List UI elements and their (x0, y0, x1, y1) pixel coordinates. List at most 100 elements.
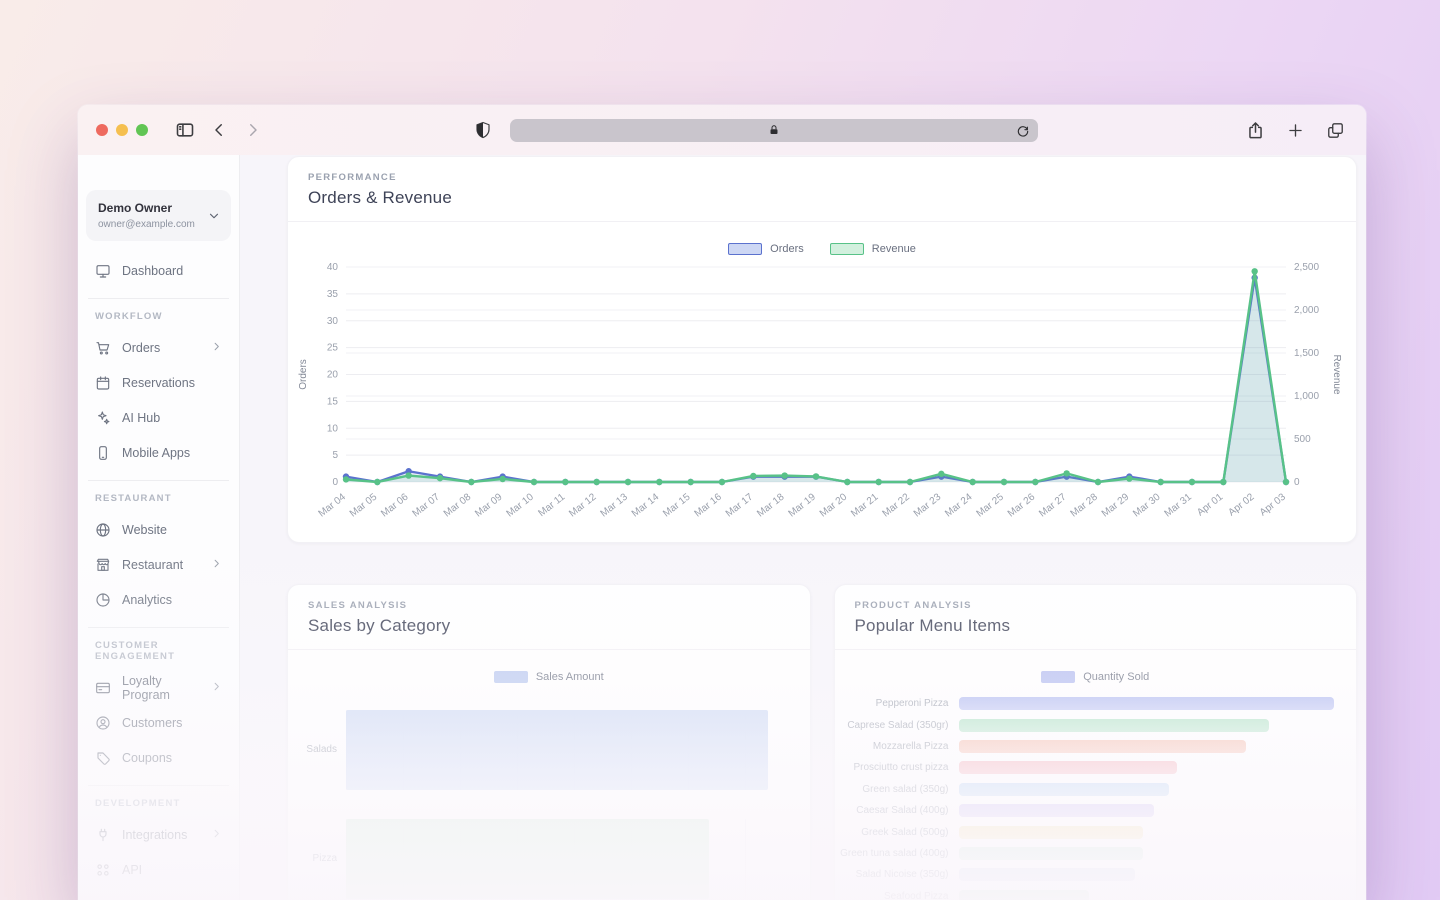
lock-icon (770, 125, 778, 134)
bar[interactable] (346, 818, 709, 899)
address-bar[interactable] (510, 118, 1038, 142)
svg-text:Mar 16: Mar 16 (693, 491, 725, 519)
svg-text:Apr 02: Apr 02 (1227, 491, 1257, 518)
sidebar-item-analytics[interactable]: Analytics (86, 582, 231, 617)
sales-card-header: SALES ANALYSIS Sales by Category (288, 585, 810, 650)
bar-category-label: Mozzarella Pizza (872, 740, 949, 752)
svg-text:Revenue: Revenue (1331, 354, 1342, 394)
bar-category-label: Seafood Pizza (884, 890, 949, 900)
orders-revenue-chart: 0 5 10 15 20 25 30 35 40 0 500 1,000 1,500 2,000 2,500… (298, 262, 1342, 520)
svg-text:Mar 31: Mar 31 (1163, 491, 1195, 519)
back-button[interactable] (206, 117, 232, 143)
bar-track (346, 709, 800, 790)
bar[interactable] (958, 889, 1089, 900)
user-circle-icon (96, 715, 110, 730)
grid-icon (97, 863, 109, 876)
legend-item[interactable]: Quantity Sold (1041, 671, 1149, 683)
monitor-icon (96, 264, 110, 278)
bar[interactable] (958, 868, 1135, 882)
card-eyebrow: PERFORMANCE (308, 172, 397, 183)
bar-row: Caesar Salad (400g) (835, 800, 1343, 821)
svg-text:Mar 10: Mar 10 (505, 491, 537, 519)
sidebar-item-restaurant[interactable]: Restaurant (86, 547, 231, 582)
svg-text:10: 10 (327, 423, 339, 434)
sidebar-divider (88, 627, 229, 628)
sidebar-item-ai-hub[interactable]: AI Hub (86, 400, 231, 435)
bar[interactable] (346, 709, 768, 790)
app-sidebar: Demo Owner owner@example.com Dashboard WO… (78, 155, 240, 900)
tab-overview-icon[interactable] (1322, 117, 1348, 143)
svg-text:15: 15 (327, 396, 339, 407)
tag-icon (97, 751, 110, 765)
svg-text:Mar 24: Mar 24 (943, 491, 975, 519)
svg-text:Mar 28: Mar 28 (1069, 491, 1101, 519)
sidebar-item-mobile-apps[interactable]: Mobile Apps (86, 435, 231, 470)
sidebar-item-label: Orders (122, 340, 161, 355)
minimize-window-button[interactable] (116, 124, 128, 136)
legend-item[interactable]: Sales Amount (493, 671, 604, 683)
line-chart-legend: Orders Revenue (288, 243, 1356, 255)
sidebar-item-label: Loyalty Program (122, 673, 170, 702)
reload-icon[interactable] (1014, 122, 1032, 140)
sidebar-item-orders[interactable]: Orders (86, 330, 231, 365)
forward-button[interactable] (240, 117, 266, 143)
sidebar-item-customers[interactable]: Customers (86, 705, 231, 740)
bar[interactable] (958, 697, 1335, 711)
svg-text:Mar 27: Mar 27 (1037, 491, 1069, 519)
legend-label: Quantity Sold (1083, 671, 1150, 683)
bar[interactable] (958, 782, 1170, 796)
bar[interactable] (958, 718, 1270, 732)
items-chart-legend: Quantity Sold (835, 671, 1357, 683)
svg-text:2,500: 2,500 (1294, 262, 1319, 273)
svg-text:Mar 12: Mar 12 (567, 491, 599, 519)
sidebar-item-loyalty-program[interactable]: Loyalty Program (86, 670, 231, 705)
svg-text:1,000: 1,000 (1294, 391, 1319, 402)
browser-toolbar (78, 105, 1366, 155)
bar[interactable] (958, 761, 1178, 775)
bar-category-label: Green salad (350g) (862, 783, 949, 795)
legend-swatch (1041, 671, 1076, 683)
sidebar-section-label: WORKFLOW (95, 311, 163, 322)
sidebar-section-label: DEVELOPMENT (95, 798, 181, 809)
sidebar-item-integrations[interactable]: Integrations (86, 817, 231, 852)
legend-swatch (829, 243, 864, 255)
sidebar-item-dashboard[interactable]: Dashboard (86, 253, 231, 288)
bar-row: Caprese Salad (350gr) (835, 714, 1343, 735)
svg-text:Mar 05: Mar 05 (348, 491, 380, 519)
zoom-window-button[interactable] (136, 124, 148, 136)
bar-category-label: Caprese Salad (350gr) (847, 719, 949, 731)
bar-category-label: Pizza (312, 853, 337, 864)
sidebar-item-label: Customers (122, 715, 183, 730)
bar-row: Mozzarella Pizza (835, 736, 1343, 757)
card-icon (96, 682, 110, 693)
legend-swatch (728, 243, 763, 255)
chevron-down-icon (207, 209, 221, 223)
sidebar-item-website[interactable]: Website (86, 512, 231, 547)
sidebar-item-reservations[interactable]: Reservations (86, 365, 231, 400)
bar-track (958, 782, 1343, 796)
svg-text:0: 0 (1294, 477, 1300, 488)
calendar-icon (96, 375, 110, 390)
legend-label: Orders (770, 243, 804, 255)
bar[interactable] (958, 846, 1143, 860)
account-switcher[interactable]: Demo Owner owner@example.com (86, 190, 231, 241)
svg-text:Mar 13: Mar 13 (599, 491, 631, 519)
new-tab-icon[interactable] (1282, 117, 1308, 143)
legend-item[interactable]: Orders (728, 243, 804, 255)
sidebar-item-coupons[interactable]: Coupons (86, 740, 231, 775)
orders-revenue-card: PERFORMANCE Orders & Revenue Orders Reven… (287, 156, 1357, 543)
privacy-shield-icon[interactable] (470, 117, 496, 143)
sidebar-item-api[interactable]: API (86, 852, 231, 887)
bar[interactable] (958, 825, 1143, 839)
bar-category-label: Pepperoni Pizza (875, 698, 949, 710)
bar[interactable] (958, 739, 1247, 753)
sidebar-item-label: Coupons (122, 750, 173, 765)
pie-icon (96, 592, 110, 607)
share-icon[interactable] (1242, 117, 1268, 143)
close-window-button[interactable] (96, 124, 108, 136)
bar[interactable] (958, 804, 1155, 818)
sidebar-toggle-icon[interactable] (172, 117, 198, 143)
legend-item[interactable]: Revenue (829, 243, 916, 255)
svg-text:Apr 01: Apr 01 (1195, 491, 1225, 518)
